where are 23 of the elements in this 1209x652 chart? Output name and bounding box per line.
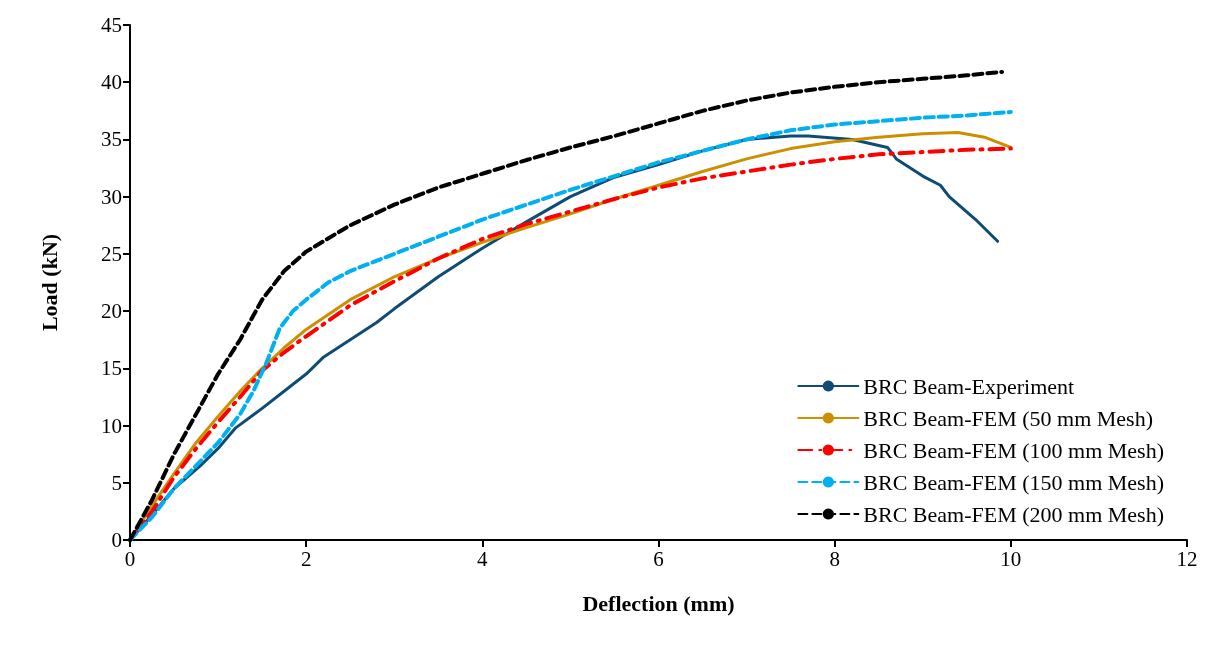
legend-label: BRC Beam-FEM (150 mm Mesh) <box>863 469 1165 495</box>
y-tick-label: 15 <box>101 356 122 381</box>
y-tick-label: 45 <box>101 13 122 37</box>
y-tick-label: 10 <box>101 413 122 438</box>
y-tick-label: 20 <box>101 299 122 324</box>
y-tick-label: 5 <box>111 470 122 495</box>
y-axis-title: Load (kN) <box>36 233 62 332</box>
y-tick-label: 40 <box>101 70 122 95</box>
x-tick-label: 10 <box>1000 546 1022 571</box>
y-tick-label: 25 <box>101 241 122 266</box>
legend-label: BRC Beam-FEM (200 mm Mesh) <box>863 501 1165 527</box>
y-tick-label: 30 <box>101 184 122 209</box>
legend-label: BRC Beam-Experiment <box>863 373 1075 399</box>
x-tick-label: 8 <box>829 546 840 571</box>
y-tick-label: 35 <box>101 127 122 152</box>
y-tick-label: 0 <box>111 528 122 552</box>
legend-label: BRC Beam-FEM (100 mm Mesh) <box>863 437 1165 463</box>
legend-label: BRC Beam-FEM (50 mm Mesh) <box>863 405 1154 431</box>
x-tick-label: 6 <box>653 546 664 571</box>
x-tick-label: 2 <box>300 546 312 571</box>
x-axis-title: Deflection (mm) <box>582 590 735 616</box>
x-tick-label: 4 <box>477 546 489 571</box>
x-tick-label: 12 <box>1176 546 1198 571</box>
